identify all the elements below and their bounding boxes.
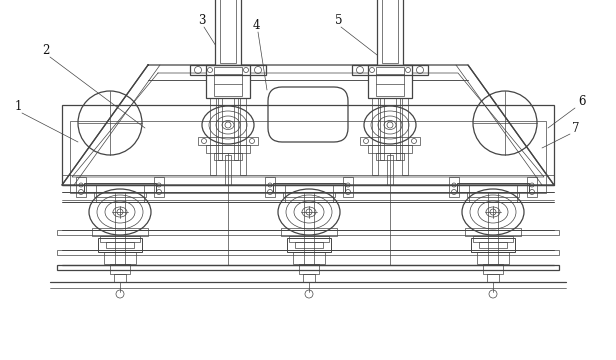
Bar <box>488 192 498 265</box>
Bar <box>368 145 412 153</box>
Bar <box>265 177 275 197</box>
Bar <box>110 264 130 274</box>
Bar <box>62 105 554 185</box>
Bar <box>465 228 521 236</box>
Bar <box>483 264 503 274</box>
Bar <box>214 67 242 96</box>
Bar <box>479 242 507 248</box>
Bar <box>283 192 335 197</box>
Text: 3: 3 <box>198 14 206 27</box>
Bar <box>100 236 140 242</box>
Bar <box>214 153 242 160</box>
Bar <box>387 155 393 185</box>
Bar <box>467 192 519 197</box>
Bar <box>94 192 146 197</box>
Bar <box>477 252 509 264</box>
Bar <box>382 0 398 63</box>
Bar <box>343 177 353 197</box>
Text: 5: 5 <box>335 14 342 27</box>
Bar <box>96 185 144 202</box>
Bar <box>104 252 136 264</box>
Bar <box>295 242 323 248</box>
Bar <box>115 192 125 265</box>
Bar <box>281 228 337 236</box>
Bar <box>289 236 329 242</box>
Bar <box>303 274 315 282</box>
Text: 2: 2 <box>42 44 49 57</box>
Bar <box>84 183 156 192</box>
Bar <box>380 75 384 160</box>
Text: 4: 4 <box>253 19 261 32</box>
Bar <box>70 121 546 193</box>
Bar <box>234 75 238 160</box>
Bar <box>57 230 559 235</box>
Bar <box>304 192 314 265</box>
Bar <box>377 0 403 65</box>
Bar <box>220 0 236 63</box>
Bar <box>218 75 222 160</box>
Bar <box>215 0 241 65</box>
Bar <box>206 145 250 153</box>
Bar <box>57 265 559 270</box>
Bar <box>469 185 517 202</box>
Bar <box>92 228 148 236</box>
Bar <box>360 137 420 145</box>
Bar <box>76 177 86 197</box>
Bar <box>293 252 325 264</box>
Bar <box>402 75 408 175</box>
Bar <box>352 65 428 75</box>
Bar <box>449 177 459 197</box>
Bar <box>285 185 333 202</box>
Bar <box>273 183 345 192</box>
Bar <box>487 274 499 282</box>
Bar <box>57 250 559 255</box>
Text: 7: 7 <box>572 122 580 135</box>
Bar <box>287 238 331 252</box>
Bar <box>225 155 231 185</box>
Bar <box>471 238 515 252</box>
Bar <box>376 67 404 96</box>
Bar <box>473 236 513 242</box>
Bar <box>376 153 404 160</box>
Bar <box>206 65 250 98</box>
Bar <box>457 183 529 192</box>
Bar <box>527 177 537 197</box>
Bar <box>299 264 319 274</box>
Bar <box>190 65 266 75</box>
Bar <box>396 75 400 160</box>
Bar <box>114 274 126 282</box>
Bar <box>372 75 378 175</box>
Bar <box>106 242 134 248</box>
Text: 6: 6 <box>578 95 585 108</box>
Text: 1: 1 <box>15 100 22 113</box>
Bar <box>198 137 258 145</box>
Bar <box>154 177 164 197</box>
Bar <box>240 75 246 175</box>
Bar <box>368 65 412 98</box>
Bar <box>210 75 216 175</box>
Bar <box>98 238 142 252</box>
